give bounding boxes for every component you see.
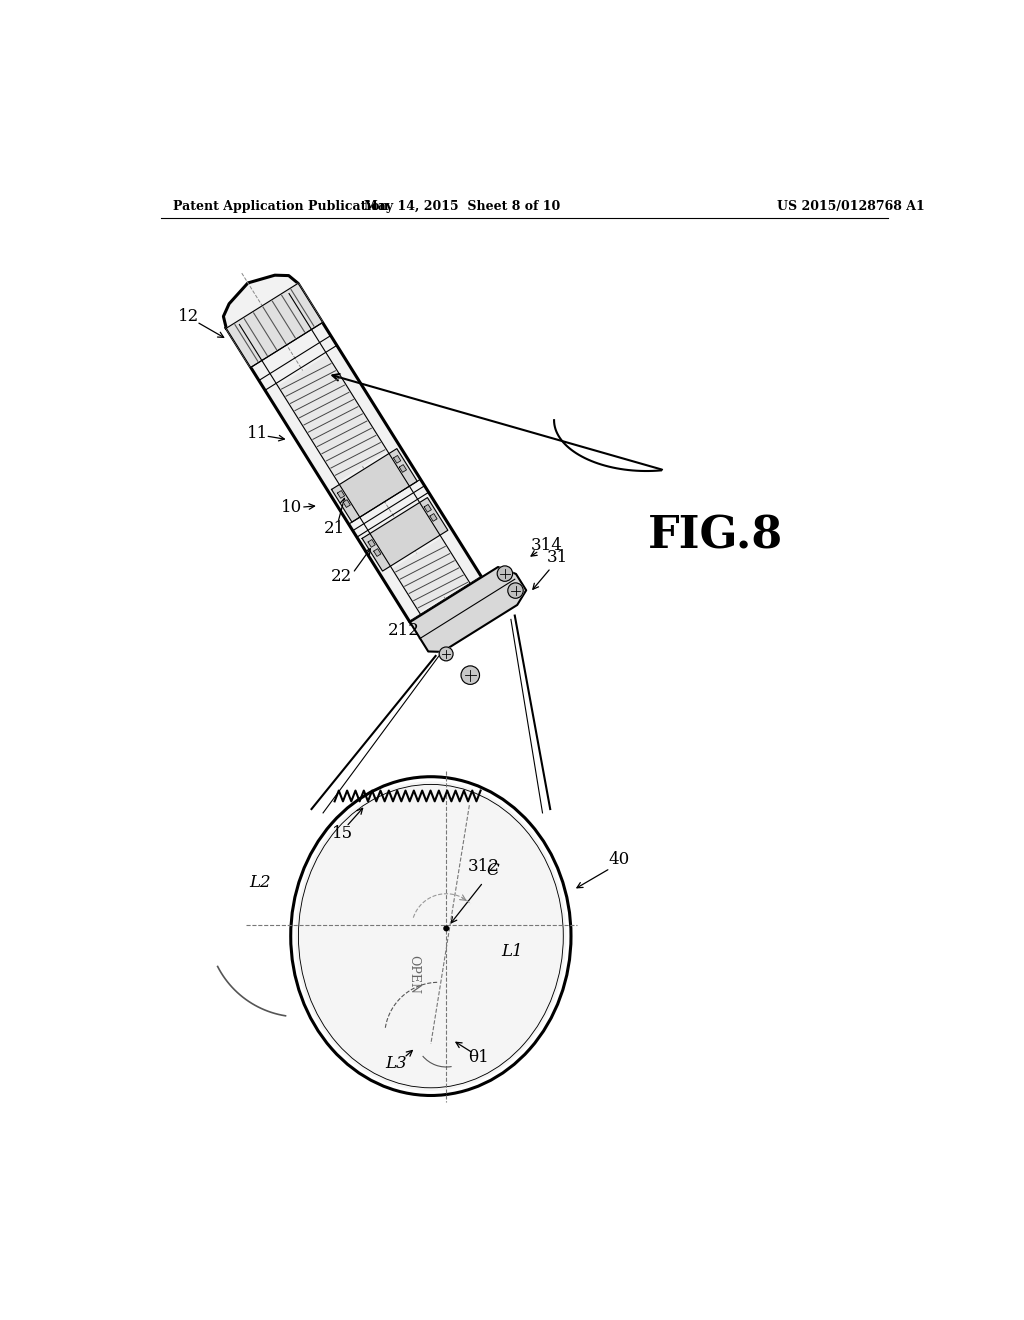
- Text: 11: 11: [247, 425, 268, 442]
- Text: 21: 21: [324, 520, 345, 537]
- Text: 10: 10: [282, 499, 302, 516]
- Text: US 2015/0128768 A1: US 2015/0128768 A1: [777, 199, 925, 213]
- Text: May 14, 2015  Sheet 8 of 10: May 14, 2015 Sheet 8 of 10: [364, 199, 560, 213]
- Polygon shape: [279, 355, 387, 482]
- Text: θ1: θ1: [468, 1049, 489, 1067]
- Text: 40: 40: [609, 850, 630, 867]
- Text: 31: 31: [547, 549, 567, 566]
- Polygon shape: [392, 539, 469, 612]
- Polygon shape: [362, 498, 447, 572]
- Circle shape: [439, 647, 453, 661]
- Circle shape: [498, 566, 513, 581]
- Circle shape: [508, 583, 523, 598]
- Polygon shape: [399, 465, 407, 473]
- Text: 22: 22: [331, 568, 352, 585]
- Polygon shape: [332, 449, 417, 523]
- Polygon shape: [343, 500, 350, 507]
- Text: OPEN: OPEN: [408, 956, 421, 994]
- Text: 312: 312: [467, 858, 499, 875]
- Polygon shape: [223, 275, 481, 622]
- Text: 314: 314: [530, 537, 563, 554]
- Circle shape: [444, 927, 449, 931]
- Text: 212: 212: [388, 622, 420, 639]
- Text: C: C: [486, 862, 499, 879]
- Ellipse shape: [296, 781, 565, 1090]
- Text: 15: 15: [332, 825, 353, 842]
- Polygon shape: [410, 568, 526, 652]
- Text: Patent Application Publication: Patent Application Publication: [173, 199, 388, 213]
- Text: L3: L3: [385, 1055, 407, 1072]
- Text: L1: L1: [501, 942, 522, 960]
- Polygon shape: [368, 540, 375, 548]
- Text: 12: 12: [178, 308, 200, 325]
- Polygon shape: [424, 504, 431, 512]
- Polygon shape: [374, 549, 381, 556]
- Circle shape: [461, 665, 479, 684]
- Text: FIG.8: FIG.8: [648, 515, 783, 557]
- Polygon shape: [430, 513, 437, 521]
- Polygon shape: [393, 455, 400, 463]
- Polygon shape: [226, 284, 323, 367]
- Polygon shape: [338, 491, 345, 498]
- Text: L2: L2: [249, 874, 270, 891]
